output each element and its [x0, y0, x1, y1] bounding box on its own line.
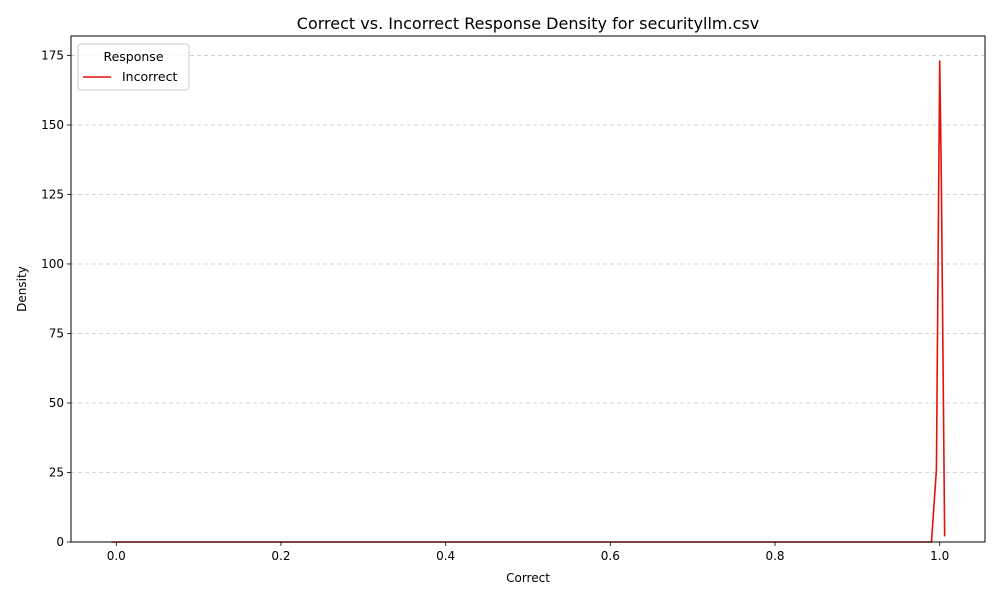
y-tick-label-3: 75: [49, 326, 64, 340]
y-tick-label-6: 150: [41, 118, 64, 132]
y-axis-ticks: 0 25 50 75 100 125 150 175: [41, 48, 71, 549]
legend-title: Response: [103, 49, 163, 64]
y-tick-label-7: 175: [41, 48, 64, 62]
x-axis-label: Correct: [506, 571, 550, 585]
x-tick-label-4: 0.8: [765, 549, 784, 563]
y-tick-label-5: 125: [41, 187, 64, 201]
legend-box: [77, 43, 190, 91]
y-tick-label-1: 25: [49, 465, 64, 479]
x-tick-label-2: 0.4: [436, 549, 455, 563]
x-axis-ticks: 0.0 0.2 0.4 0.6 0.8 1.0: [107, 542, 949, 563]
y-tick-label-4: 100: [41, 257, 64, 271]
x-tick-label-1: 0.2: [271, 549, 290, 563]
legend-label-incorrect: Incorrect: [122, 69, 177, 84]
x-tick-label-5: 1.0: [930, 549, 949, 563]
plot-area-frame: [70, 35, 986, 543]
y-tick-label-0: 0: [56, 535, 64, 549]
legend: Response Incorrect: [77, 43, 190, 91]
y-axis-label: Density: [15, 266, 29, 312]
x-tick-label-0: 0.0: [107, 549, 126, 563]
x-tick-label-3: 0.6: [601, 549, 620, 563]
y-tick-label-2: 50: [49, 396, 64, 410]
chart-title: Correct vs. Incorrect Response Density f…: [297, 14, 759, 33]
